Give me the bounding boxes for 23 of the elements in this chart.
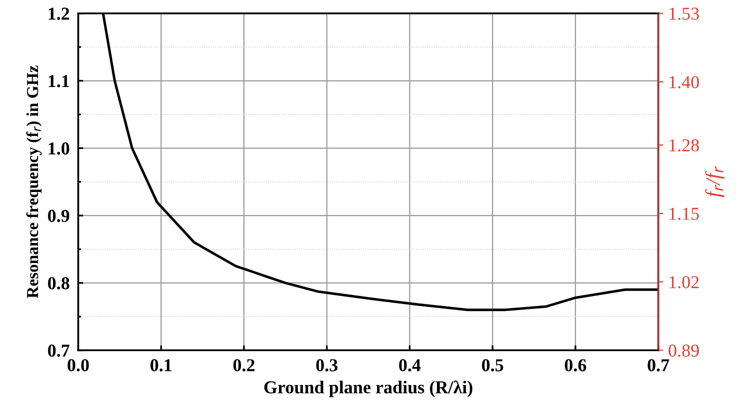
y2-axis-title: f$_{r}$/f$_{r}$ [705,166,724,198]
y-tick-label: 0.8 [48,277,70,290]
x-axis-title: Ground plane radius (R/λi) [264,380,472,398]
x-tick-label: 0.1 [150,359,172,372]
y-tick-label: 1.2 [48,8,70,20]
x-tick-label: 0.4 [399,359,421,372]
x-tick-label: 0.2 [233,359,254,372]
y2-tick-label: 1.02 [670,276,699,288]
y-tick-label: 1.1 [48,75,69,88]
y-axis-title: Resonance frequency (f$_{r}$) in GHz [26,66,42,298]
y-tick-label: 0.9 [48,210,70,222]
y2-tick-label: 1.28 [670,139,699,152]
x-tick-label: 0.3 [316,359,338,372]
y-tick-label: 1.0 [48,142,70,155]
y-tick-label: 0.7 [48,344,70,357]
x-tick-label: 0.5 [482,359,504,372]
y2-tick-label: 0.89 [668,344,699,357]
y2-tick-label: 1.15 [670,208,699,220]
y2-tick-label: 1.53 [670,8,699,20]
x-tick-label: 0.6 [564,359,586,372]
x-tick-label: 0.0 [68,359,89,372]
y2-tick-label: 1.40 [670,76,699,88]
x-tick-label: 0.7 [648,359,670,372]
